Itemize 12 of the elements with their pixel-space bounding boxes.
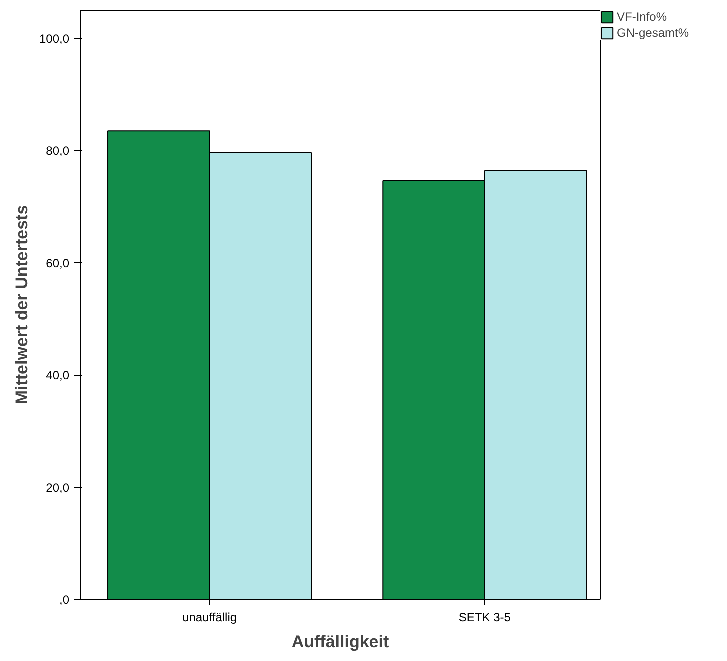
y-tick-label: 60,0 <box>46 256 70 270</box>
y-tick-label: 100,0 <box>39 32 70 46</box>
legend-label: VF-Info% <box>617 10 668 24</box>
x-axis-title: Auffälligkeit <box>292 632 390 652</box>
x-tick-label: SETK 3-5 <box>458 610 512 624</box>
y-tick-label: 20,0 <box>46 480 70 495</box>
y-tick-label: ,0 <box>59 593 70 607</box>
y-axis-title: Mittelwert der Untertests <box>12 205 32 405</box>
x-tick-label: unauffällig <box>182 610 238 624</box>
y-tick-label: 80,0 <box>46 144 70 158</box>
legend-label: GN-gesamt% <box>617 26 690 40</box>
y-tick-label: 40,0 <box>46 368 70 383</box>
